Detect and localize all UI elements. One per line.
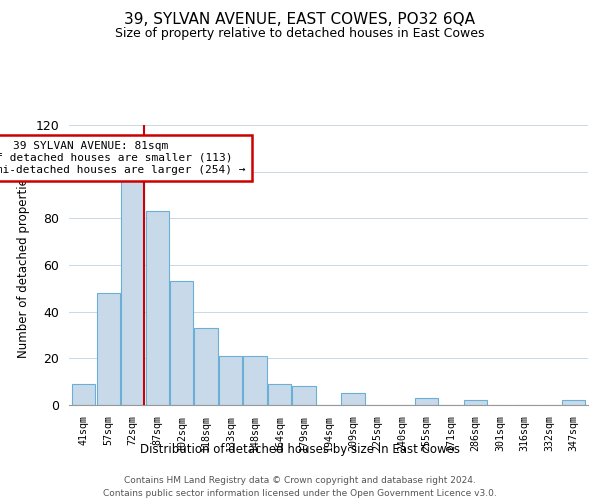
Bar: [341, 394, 365, 405]
Text: 39, SYLVAN AVENUE, EAST COWES, PO32 6QA: 39, SYLVAN AVENUE, EAST COWES, PO32 6QA: [125, 12, 476, 28]
Bar: [170, 282, 193, 405]
Bar: [97, 293, 120, 405]
Bar: [562, 400, 585, 405]
Text: Contains public sector information licensed under the Open Government Licence v3: Contains public sector information licen…: [103, 489, 497, 498]
Bar: [292, 386, 316, 405]
Y-axis label: Number of detached properties: Number of detached properties: [17, 172, 30, 358]
Bar: [72, 384, 95, 405]
Text: Size of property relative to detached houses in East Cowes: Size of property relative to detached ho…: [115, 28, 485, 40]
Text: 39 SYLVAN AVENUE: 81sqm
← 30% of detached houses are smaller (113)
68% of semi-d: 39 SYLVAN AVENUE: 81sqm ← 30% of detache…: [0, 142, 246, 174]
Text: Contains HM Land Registry data © Crown copyright and database right 2024.: Contains HM Land Registry data © Crown c…: [124, 476, 476, 485]
Bar: [121, 172, 144, 405]
Bar: [244, 356, 266, 405]
Bar: [219, 356, 242, 405]
Text: Distribution of detached houses by size in East Cowes: Distribution of detached houses by size …: [140, 442, 460, 456]
Bar: [268, 384, 291, 405]
Bar: [146, 212, 169, 405]
Bar: [415, 398, 438, 405]
Bar: [194, 328, 218, 405]
Bar: [464, 400, 487, 405]
